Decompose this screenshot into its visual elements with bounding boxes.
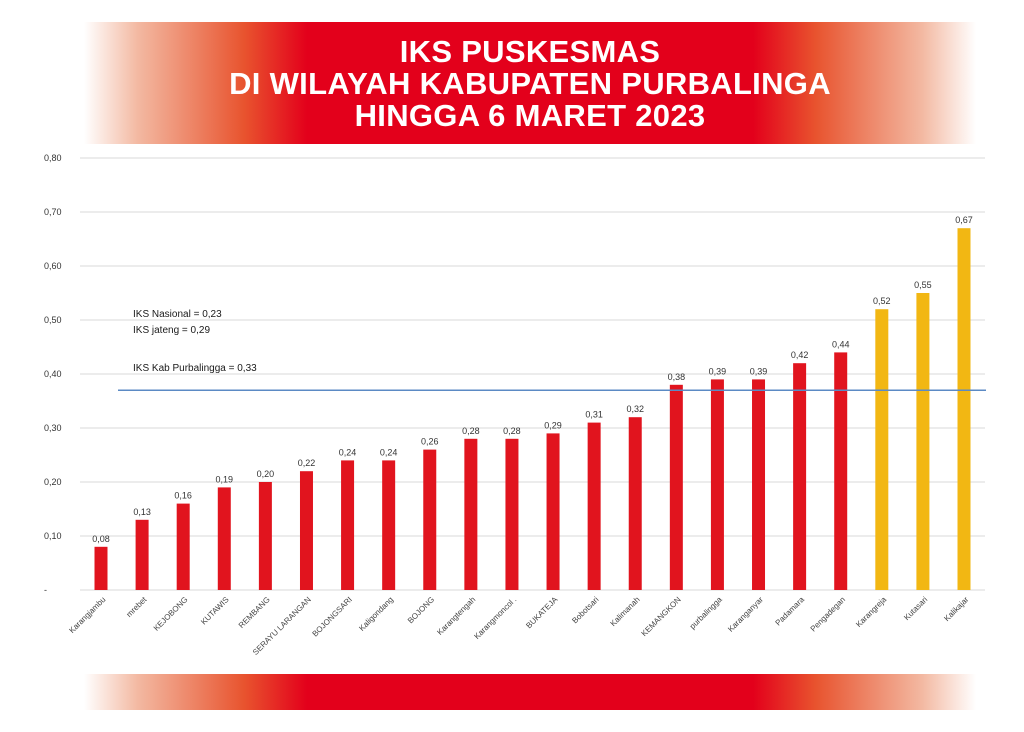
y-tick-label: 0,50 bbox=[44, 315, 62, 325]
bar bbox=[546, 433, 560, 590]
bar bbox=[176, 503, 190, 590]
y-tick-label: 0,20 bbox=[44, 477, 62, 487]
title-banner: IKS PUSKESMAS DI WILAYAH KABUPATEN PURBA… bbox=[84, 22, 976, 144]
x-tick-label: Karangtengah bbox=[435, 595, 477, 637]
footer-banner bbox=[84, 674, 976, 710]
x-tick-label: Kalikajar bbox=[942, 595, 970, 623]
bar bbox=[135, 519, 149, 590]
x-tick-label: Karangreja bbox=[854, 595, 888, 629]
data-label: 0,32 bbox=[626, 404, 644, 414]
x-tick-label: Kutasari bbox=[902, 595, 929, 622]
bar bbox=[382, 460, 396, 590]
data-label: 0,28 bbox=[462, 426, 480, 436]
y-tick-label: 0,10 bbox=[44, 531, 62, 541]
data-label: 0,13 bbox=[133, 507, 151, 517]
chart-title: IKS PUSKESMAS DI WILAYAH KABUPATEN PURBA… bbox=[84, 36, 976, 132]
x-tick-label: mrebet bbox=[125, 595, 150, 620]
bar bbox=[341, 460, 355, 590]
x-tick-label: KEJOBONG bbox=[152, 595, 190, 633]
data-label: 0,67 bbox=[955, 215, 973, 225]
bar bbox=[94, 546, 108, 590]
bar bbox=[587, 422, 601, 590]
x-tick-label: Kalimanah bbox=[609, 595, 642, 628]
data-label: 0,19 bbox=[216, 474, 234, 484]
x-tick-label: BOJONGSARI bbox=[311, 595, 354, 638]
bar bbox=[752, 379, 766, 590]
data-label: 0,22 bbox=[298, 458, 316, 468]
data-label: 0,55 bbox=[914, 280, 932, 290]
bars bbox=[94, 228, 971, 590]
data-label: 0,08 bbox=[92, 534, 110, 544]
bar bbox=[258, 482, 272, 590]
bar bbox=[217, 487, 231, 590]
data-label: 0,52 bbox=[873, 296, 891, 306]
x-tick-label: Bobotsari bbox=[570, 595, 600, 625]
bar bbox=[299, 471, 313, 590]
x-tick-label: purbalingga bbox=[688, 595, 724, 631]
annotations: IKS Nasional = 0,23 IKS jateng = 0,29 IK… bbox=[133, 309, 257, 374]
data-label: 0,26 bbox=[421, 437, 439, 447]
data-label: 0,24 bbox=[339, 447, 357, 457]
x-tick-label: Kaligondang bbox=[357, 595, 395, 633]
x-axis-ticks: Karangjambu mrebet KEJOBONG KUTAWIS REMBANGS… bbox=[67, 595, 970, 657]
x-tick-label: Karangjambu bbox=[67, 595, 107, 635]
bar bbox=[464, 438, 478, 590]
data-label: 0,28 bbox=[503, 426, 521, 436]
gridlines bbox=[80, 157, 985, 591]
data-label: 0,39 bbox=[750, 366, 768, 376]
data-label: 0,42 bbox=[791, 350, 809, 360]
value-labels: 0,08 0,13 0,16 0,19 0,20 0,22 0,24 0,24 0,26 0,28… bbox=[92, 215, 973, 544]
x-tick-label: BOJONG bbox=[406, 595, 436, 625]
x-tick-label: Padamara bbox=[774, 595, 807, 628]
x-tick-label: BUKATEJA bbox=[524, 595, 560, 631]
bar bbox=[423, 449, 437, 590]
title-line-3: HINGGA 6 MARET 2023 bbox=[354, 98, 706, 133]
title-line-1: IKS PUSKESMAS bbox=[399, 34, 661, 69]
y-tick-label: 0,30 bbox=[44, 423, 62, 433]
y-tick-label: 0,80 bbox=[44, 153, 62, 163]
data-label: 0,20 bbox=[257, 469, 275, 479]
y-axis-ticks: - 0,10 0,20 0,30 0,40 0,50 0,60 0,70 0,80 bbox=[44, 153, 62, 595]
bar bbox=[628, 417, 642, 590]
annotation-iks-jateng: IKS jateng = 0,29 bbox=[133, 325, 210, 336]
bar bbox=[669, 384, 683, 590]
bar bbox=[793, 363, 807, 590]
x-tick-label: Karanganyar bbox=[726, 595, 765, 634]
bar bbox=[957, 228, 971, 590]
x-tick-label: KUTAWIS bbox=[199, 595, 231, 627]
bar bbox=[505, 438, 519, 590]
data-label: 0,16 bbox=[174, 491, 192, 501]
bar bbox=[916, 293, 930, 590]
x-tick-label: KEMANGKON bbox=[640, 595, 683, 638]
data-label: 0,24 bbox=[380, 447, 398, 457]
x-tick-label: Karangmoncol . bbox=[472, 595, 518, 641]
y-tick-label: 0,60 bbox=[44, 261, 62, 271]
data-label: 0,29 bbox=[544, 420, 562, 430]
data-label: 0,38 bbox=[668, 372, 686, 382]
x-tick-label: REMBANG bbox=[237, 595, 272, 630]
y-tick-label: 0,70 bbox=[44, 207, 62, 217]
data-label: 0,39 bbox=[709, 366, 727, 376]
bar bbox=[875, 309, 889, 590]
y-tick-label: - bbox=[44, 585, 47, 595]
y-tick-label: 0,40 bbox=[44, 369, 62, 379]
data-label: 0,31 bbox=[585, 410, 603, 420]
title-line-2: DI WILAYAH KABUPATEN PURBALINGA bbox=[229, 66, 831, 101]
annotation-iks-nasional: IKS Nasional = 0,23 bbox=[133, 309, 222, 320]
bar bbox=[710, 379, 724, 590]
x-tick-label: Pengadegan bbox=[809, 595, 847, 633]
data-label: 0,44 bbox=[832, 339, 850, 349]
bar bbox=[834, 352, 848, 590]
annotation-iks-kab-purbalingga: IKS Kab Purbalingga = 0,33 bbox=[133, 363, 257, 374]
